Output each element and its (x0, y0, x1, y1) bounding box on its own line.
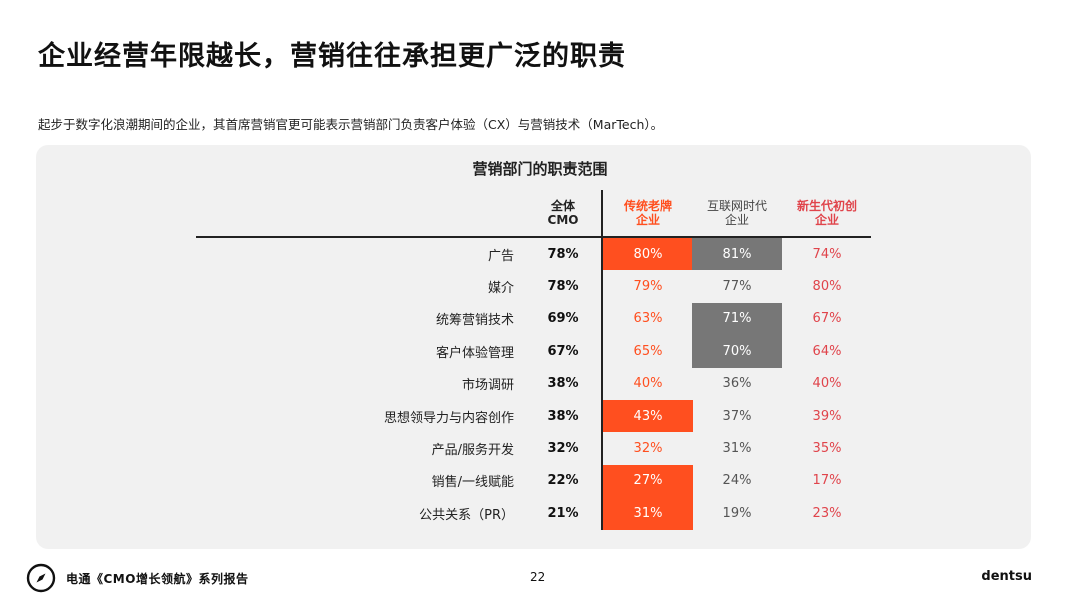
column-header-new-line1: 新生代初创 (796, 199, 857, 213)
page-subtitle: 起步于数字化浪潮期间的企业，其首席营销官更可能表示营销部门负责客户体验（CX）与… (38, 117, 664, 132)
cell-internet-era: 19% (722, 505, 752, 521)
row-label: 销售/一线赋能 (431, 475, 514, 491)
cell-new-startup: 80% (812, 279, 842, 295)
cell-new-startup: 67% (812, 311, 842, 327)
cell-traditional: 65% (633, 343, 663, 359)
column-header-all-line2: CMO (547, 213, 579, 227)
column-divider (601, 190, 603, 530)
cell-new-startup: 74% (812, 246, 842, 262)
cell-all-cmo: 67% (547, 343, 579, 359)
row-label: 广告 (487, 248, 514, 264)
cell-traditional: 63% (633, 311, 663, 327)
brand-logo: dentsu (981, 569, 1032, 584)
column-header-new-startup: 新生代初创 企业 (782, 199, 872, 227)
row-label: 产品/服务开发 (431, 443, 514, 459)
cell-internet-era: 24% (722, 473, 752, 489)
cell-internet-era: 36% (722, 376, 752, 392)
column-header-internet-line2: 企业 (724, 213, 749, 227)
cell-new-startup: 23% (812, 505, 842, 521)
cell-internet-era: 81% (692, 238, 782, 271)
row-label: 思想领导力与内容创作 (383, 410, 514, 426)
column-header-traditional-line2: 企业 (635, 213, 660, 227)
header-divider (196, 236, 871, 238)
page-title: 企业经营年限越长，营销往往承担更广泛的职责 (38, 41, 626, 72)
column-header-traditional-line1: 传统老牌 (623, 199, 672, 213)
cell-new-startup: 64% (812, 343, 842, 359)
row-label: 统筹营销技术 (435, 313, 514, 329)
cell-traditional: 80% (603, 238, 693, 271)
table-row: 广告 78% 80% 81% 74% (0, 238, 1080, 271)
table-title: 营销部门的职责范围 (472, 160, 608, 178)
cell-traditional: 43% (603, 400, 693, 433)
column-header-internet-line1: 互联网时代 (706, 199, 767, 213)
cell-internet-era: 71% (692, 302, 782, 336)
table-row: 公共关系（PR） 21% 31% 19% 23% (0, 497, 1080, 530)
cell-traditional: 32% (633, 441, 663, 457)
table-row: 客户体验管理 67% 65% 70% 64% (0, 335, 1080, 368)
cell-all-cmo: 22% (547, 473, 579, 489)
row-label: 客户体验管理 (435, 345, 514, 361)
cell-internet-era: 77% (722, 279, 752, 295)
table-row: 销售/一线赋能 22% 27% 24% 17% (0, 464, 1080, 498)
row-label: 公共关系（PR） (419, 507, 514, 523)
cell-new-startup: 39% (812, 408, 842, 424)
cell-all-cmo: 78% (547, 279, 579, 295)
cell-new-startup: 35% (812, 441, 842, 457)
cell-internet-era: 37% (722, 408, 752, 424)
column-header-internet-era: 互联网时代 企业 (692, 199, 782, 227)
column-header-new-line2: 企业 (814, 213, 839, 227)
table-row: 思想领导力与内容创作 38% 43% 37% 39% (0, 400, 1080, 433)
column-header-all-line1: 全体 (550, 199, 575, 213)
table-row: 产品/服务开发 32% 32% 31% 35% (0, 432, 1080, 464)
cell-traditional: 27% (603, 464, 693, 498)
cell-traditional: 31% (603, 497, 693, 530)
cell-internet-era: 70% (692, 335, 782, 368)
cell-traditional: 79% (633, 279, 663, 295)
table-row: 市场调研 38% 40% 36% 40% (0, 368, 1080, 400)
cell-traditional: 40% (633, 376, 663, 392)
cell-new-startup: 17% (812, 473, 842, 489)
table-panel (36, 145, 1031, 549)
column-header-all-cmo: 全体 CMO (518, 199, 608, 227)
cell-new-startup: 40% (812, 376, 842, 392)
cell-all-cmo: 21% (547, 505, 579, 521)
cell-internet-era: 31% (722, 441, 752, 457)
compass-icon (26, 563, 56, 593)
footer-series-title: 电通《CMO增长领航》系列报告 (66, 572, 249, 586)
page-number: 22 (530, 570, 546, 584)
cell-all-cmo: 78% (547, 246, 579, 262)
cell-all-cmo: 38% (547, 376, 579, 392)
cell-all-cmo: 38% (547, 408, 579, 424)
row-label: 市场调研 (461, 378, 514, 394)
table-row: 统筹营销技术 69% 63% 71% 67% (0, 302, 1080, 336)
table-row: 媒介 78% 79% 77% 80% (0, 270, 1080, 302)
cell-all-cmo: 32% (547, 441, 579, 457)
row-label: 媒介 (487, 281, 514, 297)
column-header-traditional: 传统老牌 企业 (603, 199, 693, 227)
cell-all-cmo: 69% (547, 311, 579, 327)
